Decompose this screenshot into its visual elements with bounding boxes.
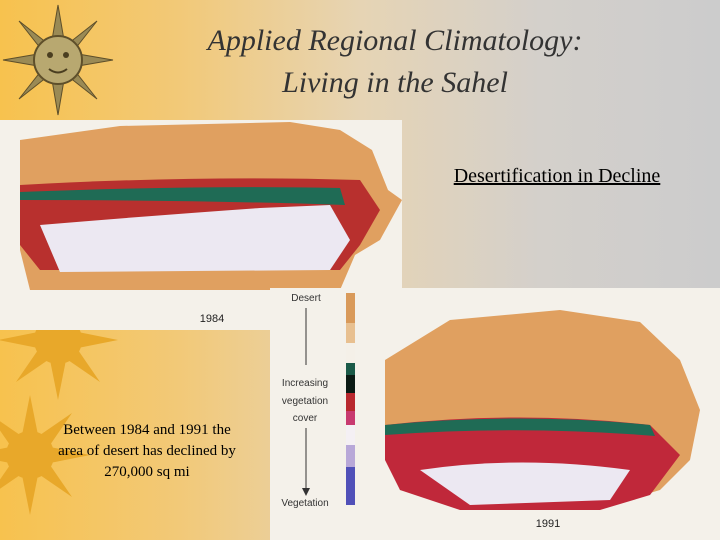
legend-label: Vegetation — [281, 498, 328, 509]
title-line: Living in the Sahel — [281, 66, 508, 99]
legend-label: vegetation — [282, 396, 328, 407]
body-text: Between 1984 and 1991 the — [63, 422, 231, 438]
legend-label: cover — [293, 413, 318, 424]
map-1984: 1984 — [0, 120, 402, 330]
sun-logo — [2, 4, 114, 116]
legend-label: Increasing — [282, 378, 328, 389]
map-1991: 1991 — [270, 288, 720, 540]
legend: Desert Increasing vegetation cover Veget… — [281, 293, 355, 509]
legend-color-bar — [346, 293, 355, 505]
legend-label: Desert — [291, 293, 321, 304]
subtitle: Desertification in Decline — [454, 165, 661, 187]
map-year: 1984 — [200, 313, 224, 325]
body-text: area of desert has declined by — [58, 443, 236, 459]
body-text: 270,000 sq mi — [104, 464, 189, 480]
title-line: Applied Regional Climatology: — [206, 24, 583, 57]
map-year: 1991 — [536, 518, 560, 530]
